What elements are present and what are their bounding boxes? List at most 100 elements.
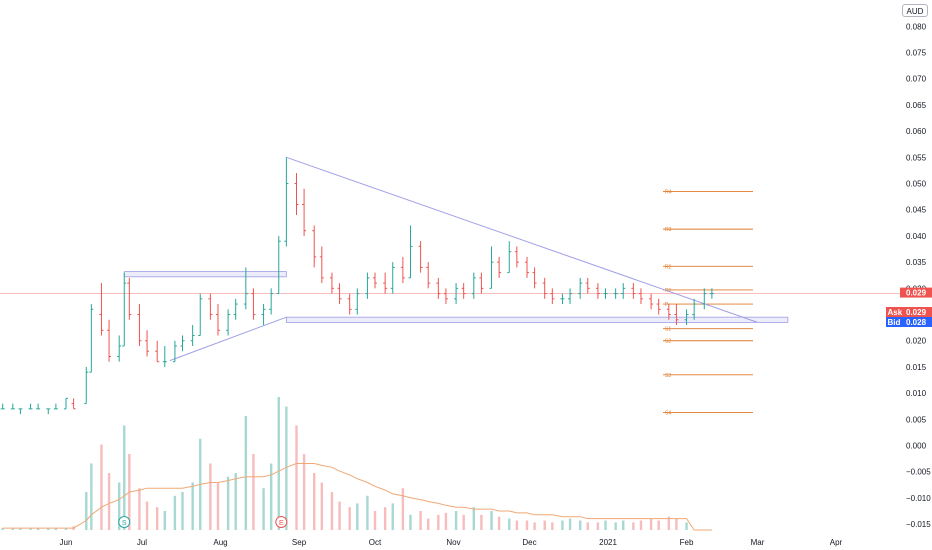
ask-tag-label: Ask [888,308,903,317]
volume-layer [1,397,712,531]
ask-tag-bg [886,307,932,317]
trendlines-layer [169,156,758,362]
ohlc-bar [284,157,289,247]
y-tick-label: 0.035 [906,258,927,267]
currency-badge[interactable]: AUD [902,4,928,17]
ohlc-bar [489,246,494,289]
volume-bar [632,522,635,530]
bid-price-tag: Bid 0.028 [886,317,932,327]
volume-bar [525,520,529,530]
x-tick-label: Nov [446,538,460,547]
pivot-label-p: P [665,302,669,308]
ohlc-bar [674,304,679,326]
pivot-label-s2: S2 [665,339,671,345]
volume-bar [596,522,600,530]
volume-bar [47,528,50,530]
ohlc-bar [155,340,160,363]
ohlc-bar [471,272,476,299]
bid-tag-label: Bid [888,318,901,327]
ohlc-bar [329,272,334,294]
x-tick-label: Aug [213,538,227,547]
ohlc-bar [122,272,127,347]
ohlc-bar [578,277,583,299]
pivot-label-s1: S1 [665,327,671,333]
time-axis[interactable]: Jun Jul Aug Sep Oct Nov Dec 2021 Feb Mar Apr [60,538,843,547]
pivot-label-s3: S3 [665,373,671,379]
ohlc-bar [507,241,512,274]
ohlc-bar [208,293,213,320]
ohlc-bar [383,272,388,294]
volume-bar [419,511,422,530]
volume-bar [54,528,58,530]
volume-bar [437,514,440,530]
volume-bar [508,518,511,530]
event-label: E [279,520,284,527]
pivot-label-r2: R2 [665,264,672,270]
volume-bar [551,522,554,530]
volume-bar [490,511,493,530]
volume-bar [277,397,280,530]
pivot-levels-layer: R4R3R2R1PS1S2S3S4 [0,189,900,417]
candles-layer [0,157,714,415]
ohlc-bar [560,293,565,305]
volume-bar [373,511,377,530]
ohlc-bar [702,288,707,310]
volume-bar [107,473,111,530]
ohlc-bar [53,403,58,410]
volume-bar [533,522,536,530]
volume-bar [244,416,248,530]
volume-bar [409,514,412,530]
ohlc-bar [276,235,281,295]
x-tick-label: Mar [751,538,765,547]
ohlc-bar [550,288,555,305]
y-tick-label: 0.080 [906,22,927,31]
ohlc-bar [408,225,413,279]
y-tick-label: −0.015 [906,520,931,529]
volume-bar [1,528,4,530]
ohlc-bar [595,283,600,299]
event-circle [118,516,131,528]
volume-bar [330,492,334,530]
volume-bar [90,463,93,530]
ohlc-bar [294,173,299,215]
volume-bar [64,528,68,530]
ohlc-bar [418,241,423,273]
support-zone-aug-mar [285,316,789,323]
ohlc-bar [172,340,177,363]
last-tag-bg [900,287,932,298]
volume-bar [578,520,582,530]
ohlc-bar [692,298,697,320]
ohlc-bar [400,256,405,284]
y-tick-label: 0.005 [906,415,927,424]
ohlc-bar [621,283,626,299]
ohlc-bar [436,277,441,299]
y-tick-label: 0.045 [906,206,927,215]
volume-bar [209,463,212,530]
volume-bar [586,522,589,530]
last-price-tag: 0.029 [900,287,932,298]
volume-bar [285,406,288,530]
volume-bar [36,528,40,530]
volume-bar [497,516,501,530]
volume-bar [155,507,159,530]
volume-bar [262,488,265,530]
ohlc-bar [631,283,636,299]
volume-bar [391,503,394,530]
volume-bar [383,507,387,530]
ohlc-bar [638,288,643,305]
pivot-label-r4: R4 [665,189,672,195]
x-tick-label: Jul [137,538,147,547]
volume-bar [181,492,184,530]
volume-bar [295,425,298,530]
ohlc-bar [568,288,573,305]
volume-bar [657,520,660,530]
ohlc-bar [233,298,238,320]
ohlc-bar [127,277,132,320]
y-tick-label: 0.060 [906,127,927,136]
volume-bar [639,520,643,530]
y-tick-label: 0.055 [906,153,927,162]
price-axis[interactable]: 0.080 0.075 0.070 0.065 0.060 0.055 0.050 0.045… [906,22,931,529]
volume-bar [444,512,448,530]
